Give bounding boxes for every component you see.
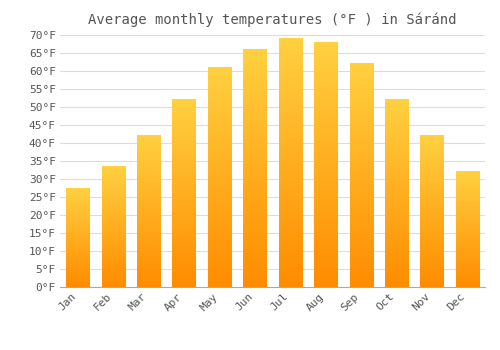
- Bar: [208, 68, 231, 287]
- Bar: [456, 172, 479, 287]
- Bar: [278, 38, 301, 287]
- Bar: [244, 49, 266, 287]
- Bar: [172, 100, 196, 287]
- Bar: [350, 64, 372, 287]
- Bar: [314, 42, 337, 287]
- Bar: [66, 188, 89, 287]
- Bar: [102, 166, 124, 287]
- Bar: [420, 136, 444, 287]
- Bar: [137, 136, 160, 287]
- Title: Average monthly temperatures (°F ) in Sáránd: Average monthly temperatures (°F ) in Sá…: [88, 12, 457, 27]
- Bar: [385, 100, 408, 287]
